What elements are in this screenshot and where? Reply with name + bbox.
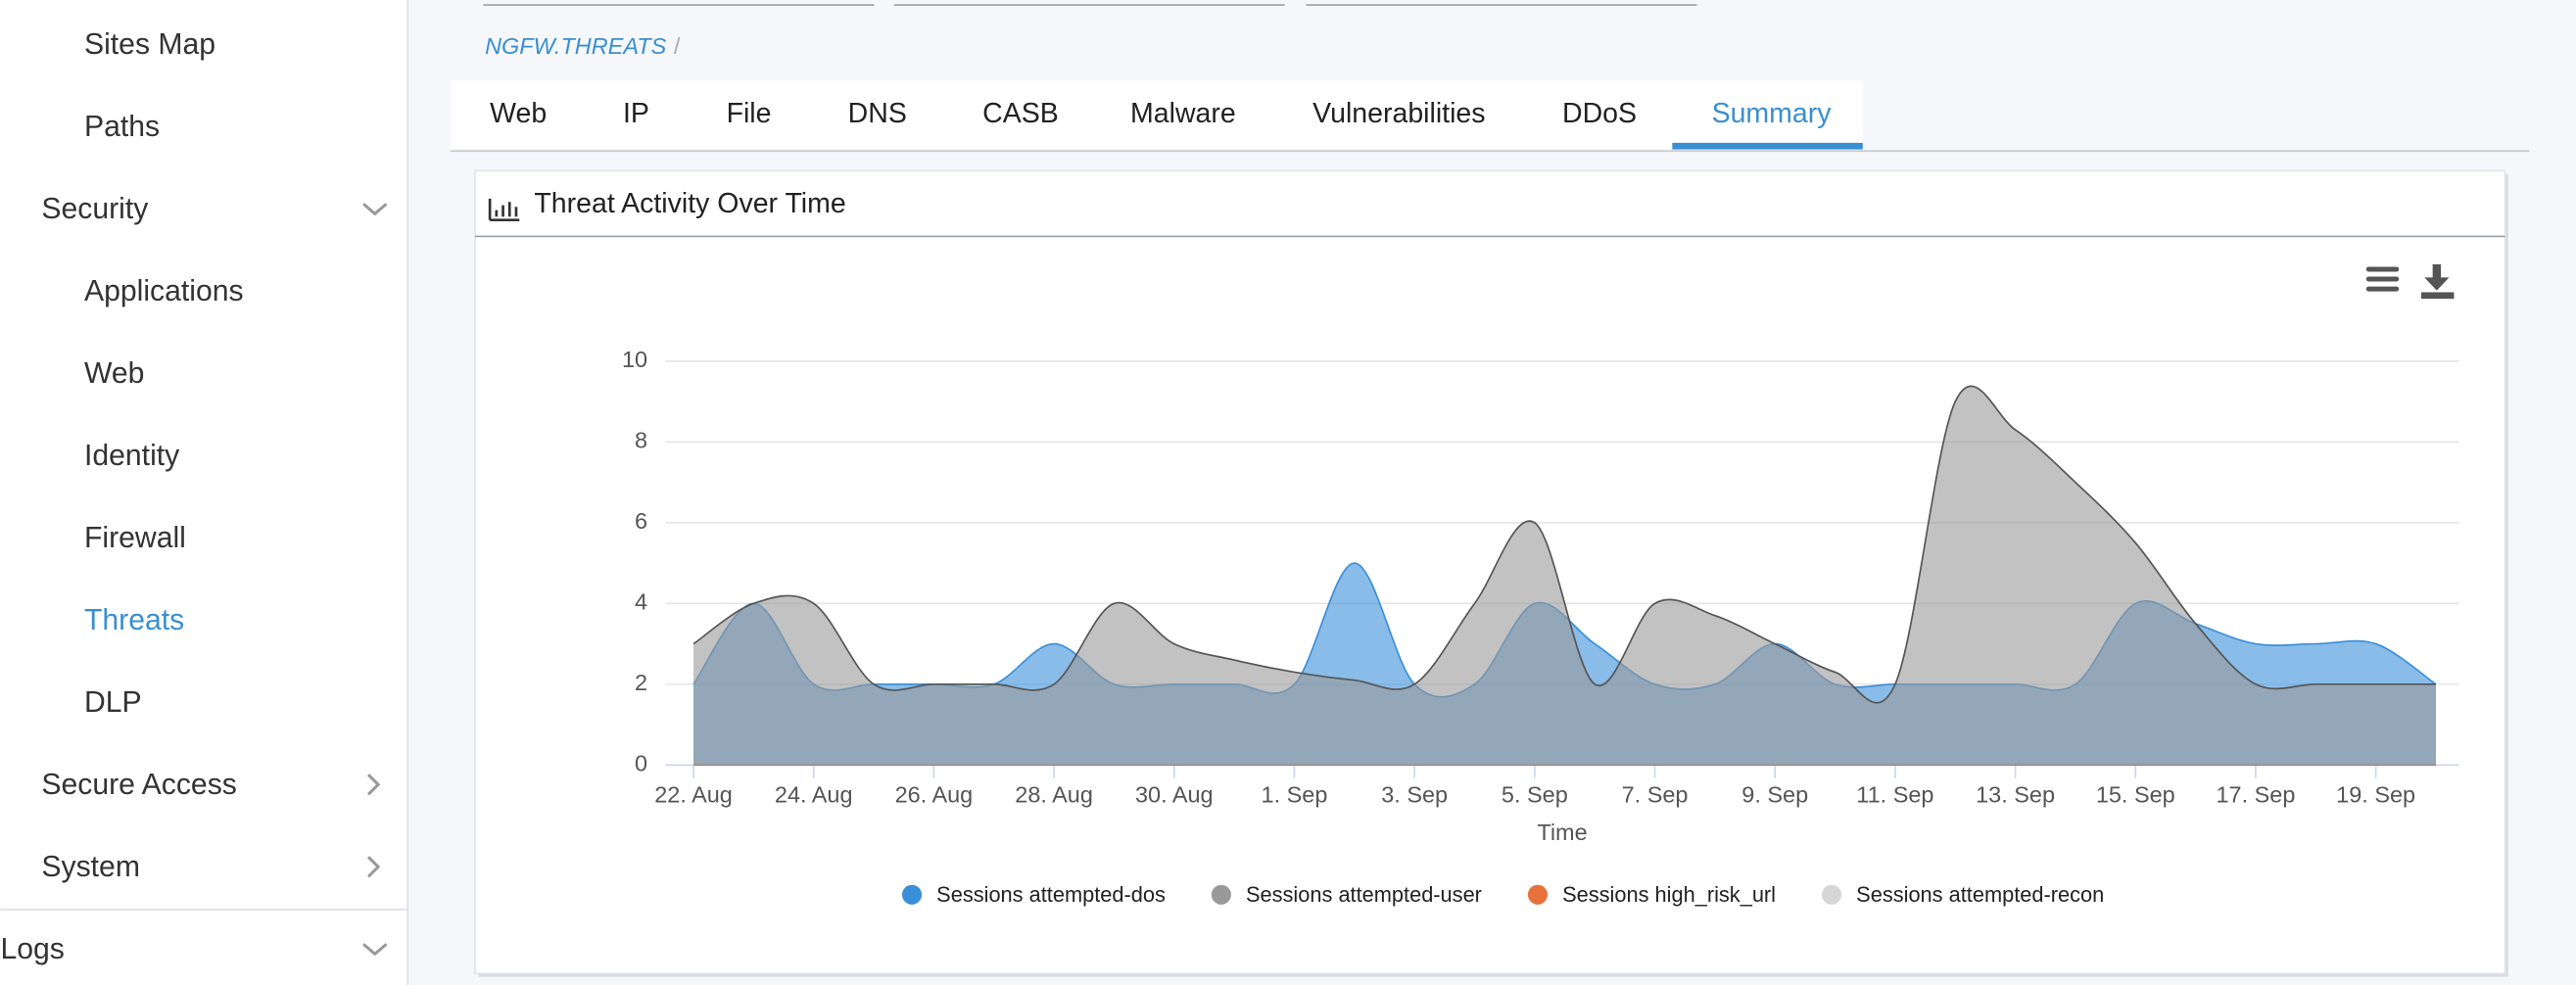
download-button[interactable] [2420,263,2455,300]
sidebar-item[interactable]: Secure Access [41,769,236,801]
chevron-down [362,203,388,216]
x-tick-label: 9. Sep [1741,781,1808,807]
sidebar-item[interactable]: Threats [84,604,184,636]
x-tick-label: 28. Aug [1015,781,1093,807]
y-tick-label: 4 [635,589,647,615]
y-tick-label: 6 [635,508,647,534]
panel-title: Threat Activity Over Time [534,188,845,219]
breadcrumb-link[interactable]: NGFW.THREATS [485,33,666,59]
x-tick-label: 15. Sep [2096,781,2175,807]
menu-button[interactable] [2365,266,2400,292]
tab[interactable]: Vulnerabilities [1312,98,1485,129]
x-axis-title: Time [1537,820,1587,845]
sidebar-item[interactable]: Sites Map [84,28,215,61]
chevron-right [366,774,381,796]
tabs: Web IP File DNS CASB Malware Vulnerabilities DD… [490,98,1863,150]
x-tick-label: 7. Sep [1622,781,1689,807]
area-fill [693,386,2436,766]
chevron-right [366,856,381,878]
tab[interactable]: Web [490,98,547,129]
breadcrumb-separator: / [674,33,681,59]
sidebar [0,0,408,985]
x-tick-label: 11. Sep [1856,781,1933,807]
tab[interactable]: IP [623,98,649,129]
sidebar-item[interactable]: Security [41,193,149,225]
legend-label[interactable]: Sessions high_risk_url [1562,882,1776,907]
x-tick-label: 3. Sep [1381,781,1448,807]
legend-label[interactable]: Sessions attempted-user [1246,882,1482,907]
x-tick-label: 17. Sep [2217,781,2296,807]
tab[interactable]: Summary [1712,98,1833,129]
sidebar-item[interactable]: DLP [84,686,142,719]
tab[interactable]: DNS [848,98,907,129]
y-tick-label: 0 [635,751,647,776]
x-tick-label: 26. Aug [895,781,974,807]
legend-label[interactable]: Sessions attempted-recon [1856,882,2104,907]
x-tick-label: 13. Sep [1976,781,2055,807]
chart-icon [488,198,520,222]
tab[interactable]: CASB [982,98,1059,129]
legend-marker [1821,884,1842,905]
tab[interactable]: File [727,98,772,129]
y-tick-label: 2 [635,670,647,695]
legend-marker [1211,884,1231,905]
x-tick-label: 19. Sep [2336,781,2415,807]
x-tick-label: 24. Aug [775,781,853,807]
sidebar-item[interactable]: Paths [84,111,160,143]
sidebar-item[interactable]: Logs [0,933,64,965]
x-tick-label: 22. Aug [654,781,733,807]
sidebar-item[interactable]: Firewall [84,522,186,554]
tab[interactable]: Malware [1130,98,1236,129]
panel [474,169,2506,975]
x-tick-label: 1. Sep [1262,781,1328,807]
active-tab-indicator [1672,142,1863,150]
legend-marker [901,884,923,905]
sidebar-item[interactable]: Web [84,357,144,390]
legend-marker [1527,884,1549,905]
sidebar-item[interactable]: System [41,851,140,883]
sidebar-item[interactable]: Applications [84,275,244,307]
y-tick-label: 8 [635,428,647,453]
x-tick-label: 5. Sep [1502,781,1568,807]
area-line [692,385,2436,704]
chart: 0 2 4 6 8 10 22. Aug 24. Aug 26. Aug 28. Aug 30. A… [622,347,2459,907]
sidebar-menu: Sites Map Paths Security Applications Web Ide… [0,28,388,965]
y-tick-label: 10 [622,347,647,372]
tab[interactable]: DDoS [1562,98,1637,129]
x-tick-label: 30. Aug [1135,781,1214,807]
sidebar-item[interactable]: Identity [84,440,180,472]
tab-bar [450,80,1863,150]
legend-label[interactable]: Sessions attempted-dos [936,882,1166,907]
chevron-down [362,943,388,957]
